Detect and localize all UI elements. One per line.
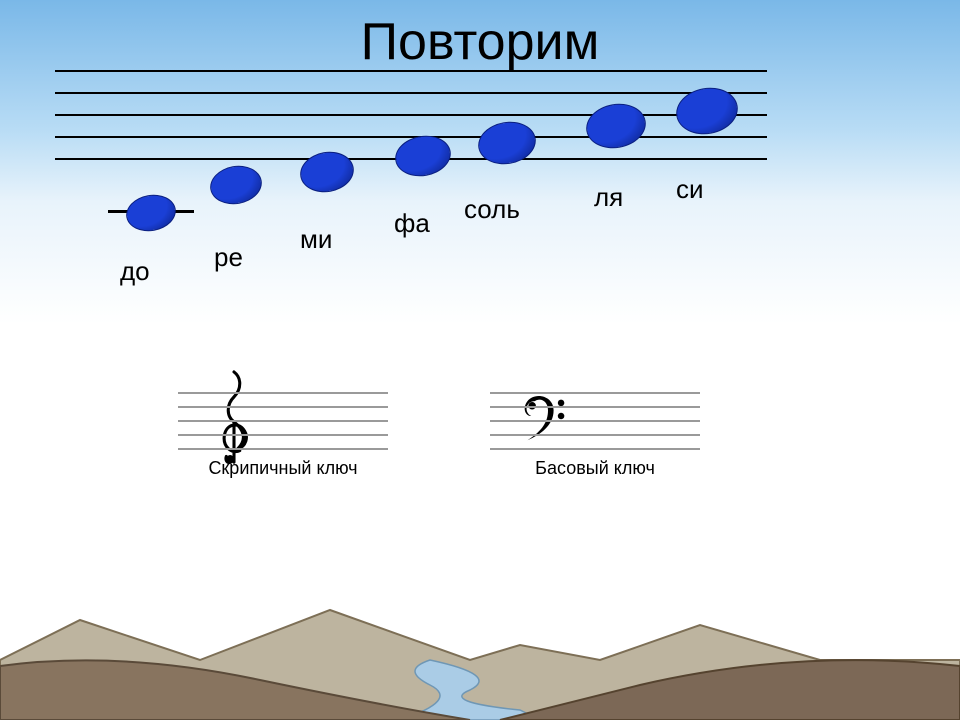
mini-staff-line bbox=[490, 406, 700, 408]
mini-staff-line bbox=[178, 406, 388, 408]
ground-illustration bbox=[0, 590, 960, 720]
treble-clef-label: Скрипичный ключ bbox=[178, 458, 388, 479]
note-label: ля bbox=[594, 182, 623, 213]
note-label: ре bbox=[214, 242, 243, 273]
note-head bbox=[123, 191, 178, 235]
slide-title: Повторим bbox=[0, 12, 960, 72]
note-label: ми bbox=[300, 224, 332, 255]
note-label: соль bbox=[464, 194, 520, 225]
note-head bbox=[583, 99, 650, 153]
note-head bbox=[392, 131, 454, 180]
note-label: си bbox=[676, 174, 704, 205]
mini-staff-line bbox=[178, 448, 388, 450]
slide-root: Повторим до ре ми фа соль ля си Скрипичный клю… bbox=[0, 0, 960, 720]
staff-line bbox=[55, 92, 767, 94]
treble-mini-staff bbox=[178, 392, 388, 448]
note-label: до bbox=[120, 256, 150, 287]
note-head bbox=[207, 162, 265, 208]
bass-clef-block: Басовый ключ bbox=[490, 392, 700, 479]
bass-mini-staff bbox=[490, 392, 700, 448]
treble-clef-block: Скрипичный ключ bbox=[178, 392, 388, 479]
mini-staff-line bbox=[490, 434, 700, 436]
mini-staff-line bbox=[178, 392, 388, 394]
mini-staff-line bbox=[490, 420, 700, 422]
note-head bbox=[475, 117, 539, 168]
mini-staff-line bbox=[490, 392, 700, 394]
note-head bbox=[297, 148, 357, 197]
staff-line bbox=[55, 70, 767, 72]
note-label: фа bbox=[394, 208, 430, 239]
mini-staff-line bbox=[490, 448, 700, 450]
mini-staff-line bbox=[178, 420, 388, 422]
mini-staff-line bbox=[178, 434, 388, 436]
treble-clef-icon bbox=[212, 370, 256, 466]
bass-clef-label: Басовый ключ bbox=[490, 458, 700, 479]
staff-line bbox=[55, 114, 767, 116]
